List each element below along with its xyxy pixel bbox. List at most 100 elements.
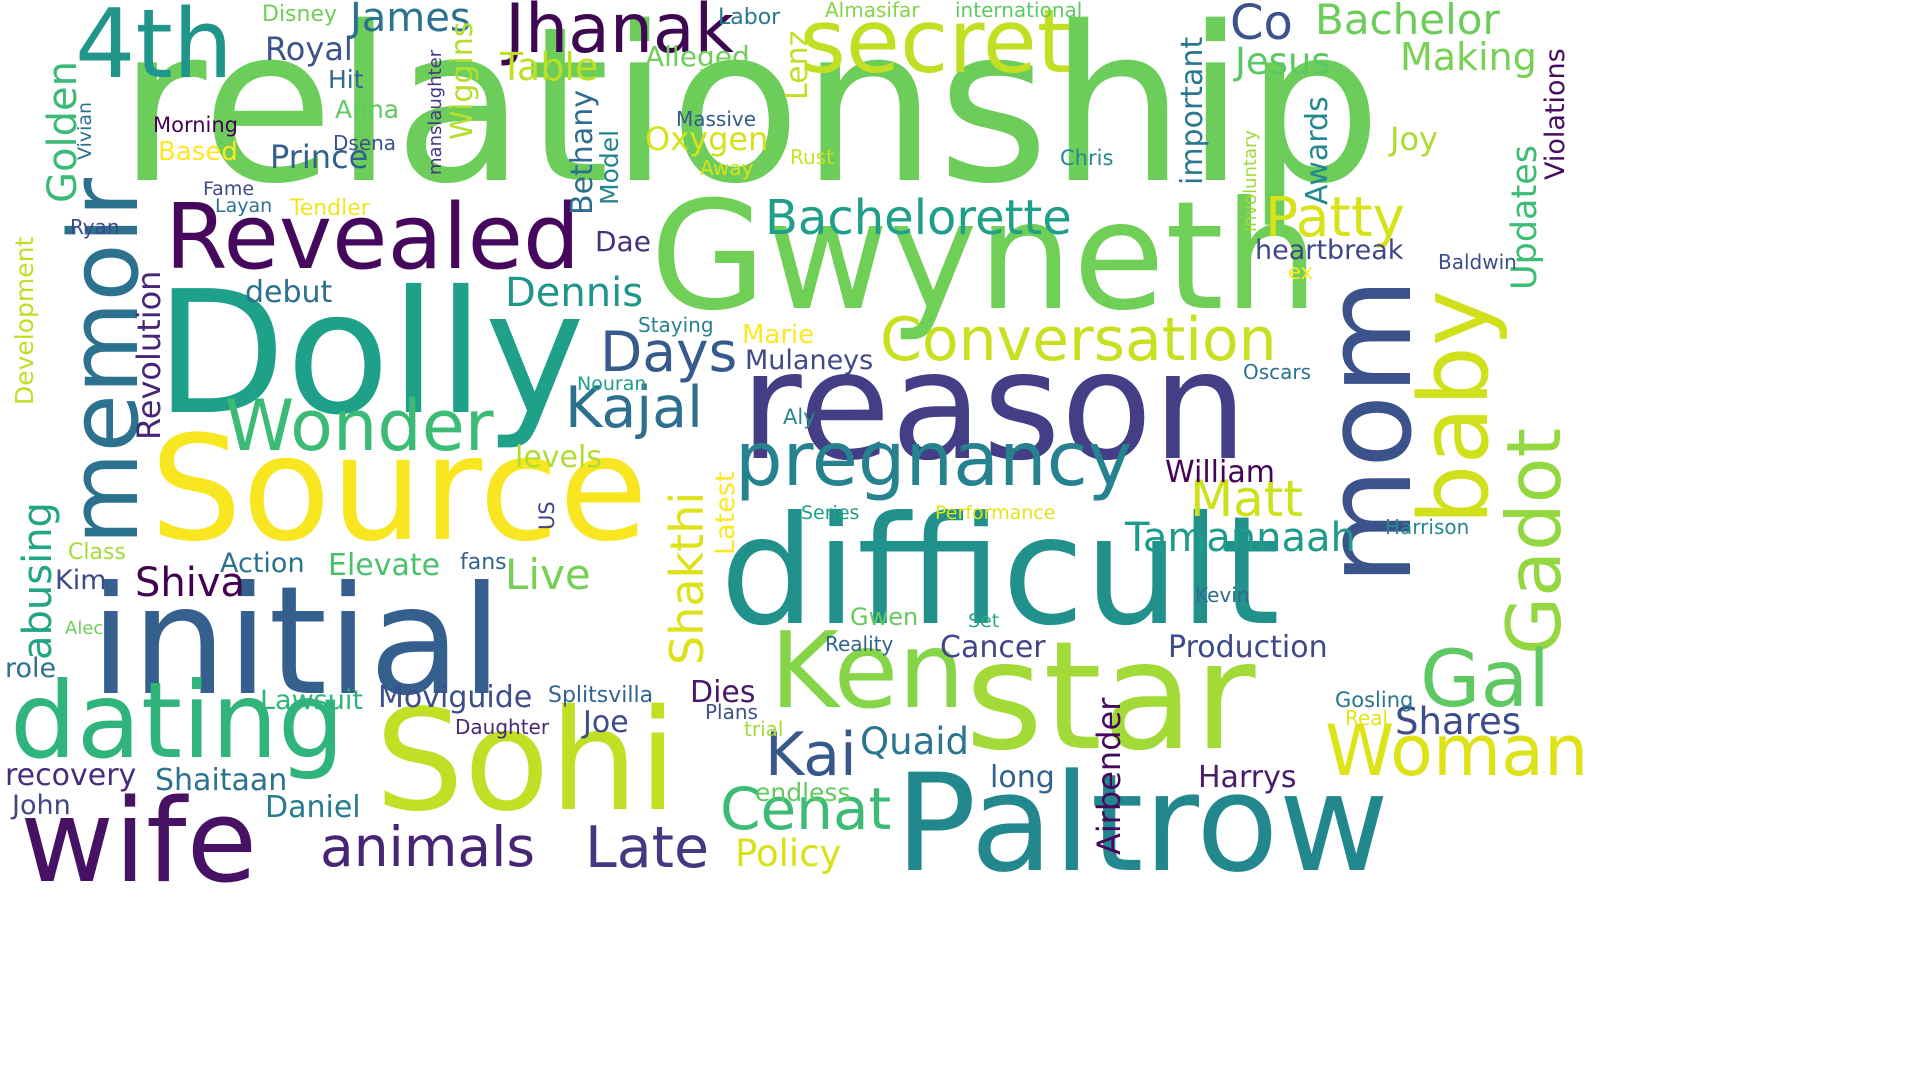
word-gwyneth: Gwyneth <box>650 170 1319 344</box>
word-cancer: Cancer <box>940 630 1046 665</box>
word-tamannaah: Tamannaah <box>1124 515 1356 561</box>
word-quaid: Quaid <box>860 720 969 763</box>
word-model: Model <box>595 130 624 205</box>
word-alec: Alec <box>65 618 103 639</box>
word-updates: Updates <box>1505 145 1545 290</box>
word-lenz: Lenz <box>780 31 815 100</box>
word-daniel: Daniel <box>265 790 361 825</box>
word-joe: Joe <box>581 705 629 740</box>
word-rust: Rust <box>790 145 834 169</box>
word-trial: trial <box>744 717 783 741</box>
word-shares: Shares <box>1395 700 1521 743</box>
word-moviguide: Moviguide <box>378 680 532 715</box>
word-dennis: Dennis <box>505 270 643 316</box>
word-kajal: Kajal <box>565 375 703 441</box>
word-us: US <box>535 501 559 530</box>
word-joy: Joy <box>1388 120 1438 158</box>
word-disney: Disney <box>262 2 337 27</box>
word-recovery: recovery <box>5 758 136 793</box>
word-tendler: Tendler <box>289 196 371 221</box>
word-kim: Kim <box>55 565 107 596</box>
word-performance: Performance <box>935 502 1055 524</box>
word-role: role <box>5 653 56 684</box>
word-chris: Chris <box>1060 146 1113 170</box>
word-alleged: Alleged <box>645 40 750 73</box>
word-sohi: Sohi <box>375 680 677 843</box>
word-daughter: Daughter <box>455 715 550 739</box>
word-anna: Anna <box>335 95 399 124</box>
word-4th: 4th <box>75 0 233 100</box>
word-conversation: Conversation <box>880 305 1277 375</box>
word-long: long <box>990 760 1055 795</box>
word-source: Source <box>150 405 648 574</box>
word-jesus: Jesus <box>1233 40 1331 83</box>
word-action: Action <box>220 548 305 579</box>
word-fans: fans <box>460 550 507 575</box>
word-elevate: Elevate <box>328 548 440 583</box>
word-secret: secret <box>800 0 1071 93</box>
word-oscars: Oscars <box>1243 360 1311 384</box>
word-almasifar: Almasifar <box>825 0 920 22</box>
word-gwen: Gwen <box>850 603 918 631</box>
word-harrys: Harrys <box>1198 760 1296 795</box>
word-harrison: Harrison <box>1385 515 1469 539</box>
word-abusing: abusing <box>15 502 61 660</box>
word-ryan: Ryan <box>70 215 120 239</box>
word-production: Production <box>1168 630 1328 665</box>
word-revolution: Revolution <box>130 271 168 440</box>
word-reason: reason <box>740 320 1248 494</box>
word-dsena: Dsena <box>333 131 396 155</box>
word-star: star <box>965 610 1256 784</box>
word-james: James <box>347 0 471 41</box>
word-massive: Massive <box>676 107 756 131</box>
word-international: international <box>955 0 1082 22</box>
word-woman: Woman <box>1325 710 1588 792</box>
word-william: William <box>1165 455 1275 490</box>
word-heartbreak: heartbreak <box>1255 235 1404 266</box>
word-dae: Dae <box>595 225 651 258</box>
word-staying: Staying <box>638 313 714 337</box>
word-splitsvilla: Splitsvilla <box>548 683 653 708</box>
word-aly: Aly <box>783 405 816 429</box>
word-gosling: Gosling <box>1335 688 1413 712</box>
word-bachelorette: Bachelorette <box>765 190 1072 246</box>
word-wonder: Wonder <box>225 385 494 467</box>
word-dolly: Dolly <box>155 255 585 453</box>
word-baldwin: Baldwin <box>1438 250 1517 274</box>
word-dating: dating <box>10 660 345 782</box>
word-marie: Marie <box>742 320 814 350</box>
word-paltrow: Paltrow <box>895 745 1389 902</box>
word-plans: Plans <box>705 700 758 724</box>
word-jhanak: Jhanak <box>501 0 735 69</box>
word-kevin: Kevin <box>1195 583 1250 607</box>
word-co: Co <box>1230 0 1293 51</box>
word-away: Away <box>700 156 753 180</box>
word-bethany: Bethany <box>565 90 600 215</box>
word-ken: Ken <box>770 610 965 732</box>
word-morning: Morning <box>153 113 238 137</box>
word-vivian: Vivian <box>74 102 96 160</box>
word-prince: Prince <box>270 138 368 176</box>
word-cenat: Cenat <box>720 775 891 843</box>
word-golden: Golden <box>40 61 86 203</box>
word-relationship: relationship <box>118 0 1382 231</box>
word-shakthi: Shakthi <box>660 492 714 665</box>
word-oxygen: Oxygen <box>645 120 768 158</box>
word-making: Making <box>1400 35 1537 79</box>
word-kai: Kai <box>765 720 857 790</box>
word-debut: debut <box>245 275 333 310</box>
word-wiggins: Wiggins <box>445 22 480 140</box>
word-gal: Gal <box>1420 635 1550 725</box>
word-manslaughter: manslaughter <box>425 49 446 175</box>
word-involuntary: involuntary <box>1240 130 1261 232</box>
word-royal: Royal <box>265 30 353 68</box>
word-wife: wife <box>20 775 257 909</box>
word-pregnancy: pregnancy <box>735 415 1132 503</box>
word-table: Table <box>499 45 598 89</box>
word-development: Development <box>10 237 39 405</box>
word-lawsuit: Lawsuit <box>260 685 363 716</box>
word-hit: Hit <box>328 65 364 94</box>
word-matt: Matt <box>1190 470 1303 528</box>
word-gadot: Gadot <box>1490 428 1578 655</box>
word-set: Set <box>968 610 999 632</box>
